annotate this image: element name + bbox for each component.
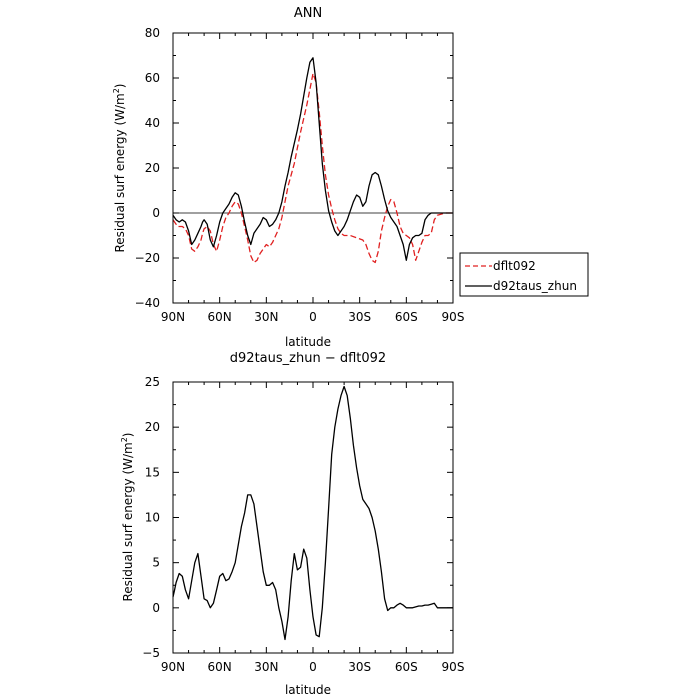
y-tick-label: 20	[145, 161, 160, 175]
x-tick-label: 90N	[161, 660, 185, 674]
x-tick-label: 60N	[208, 310, 232, 324]
x-tick-label: 30S	[348, 310, 371, 324]
panel-difference-y-axis-label: Residual surf energy (W/m2)	[120, 432, 135, 601]
y-tick-label: 0	[152, 601, 160, 615]
y-tick-label: 5	[152, 556, 160, 570]
legend-box	[459, 252, 589, 297]
d92taus-zhun-series-line	[172, 57, 453, 261]
x-tick-label: 0	[309, 310, 317, 324]
panel-annual-title: ANN	[294, 6, 322, 21]
legend: dflt092 d92taus_zhun	[459, 252, 589, 297]
x-tick-label: 90N	[161, 310, 185, 324]
y-tick-label: 15	[145, 465, 160, 479]
y-tick-label: 40	[145, 116, 160, 130]
y-tick-label: 80	[145, 26, 160, 40]
panel-annual: ANN 90N 60N 30N 0 30S 60S 90S −40 −20 0 20 40 60 80 l…	[112, 6, 589, 349]
legend-label-dflt092: dflt092	[493, 259, 536, 273]
y-tick-label: 20	[145, 420, 160, 434]
panel-annual-plot-frame	[172, 32, 454, 304]
panel-difference-plot-frame	[172, 381, 454, 654]
x-tick-label: 30N	[254, 310, 278, 324]
x-tick-label: 60N	[208, 660, 232, 674]
panel-difference-title: d92taus_zhun − dflt092	[230, 351, 386, 366]
x-tick-label: 30N	[254, 660, 278, 674]
panel-difference-x-axis-label: latitude	[285, 683, 331, 697]
y-tick-label: 60	[145, 71, 160, 85]
x-tick-label: 60S	[395, 310, 418, 324]
y-tick-label: 0	[152, 206, 160, 220]
x-tick-label: 0	[309, 660, 317, 674]
y-tick-label: 25	[145, 375, 160, 389]
x-tick-label: 90S	[442, 660, 465, 674]
y-tick-label: 10	[145, 511, 160, 525]
panel-difference: d92taus_zhun − dflt092 90N 60N 30N 0 30S 60S 9…	[120, 351, 464, 697]
x-tick-label: 60S	[395, 660, 418, 674]
panel-annual-y-axis-label: Residual surf energy (W/m2)	[112, 83, 127, 252]
x-tick-label: 90S	[442, 310, 465, 324]
y-tick-label: −20	[135, 251, 160, 265]
difference-series-line	[172, 385, 453, 641]
y-tick-label: −5	[142, 646, 160, 660]
legend-label-d92taus-zhun: d92taus_zhun	[493, 279, 577, 293]
panel-annual-x-axis-label: latitude	[285, 335, 331, 349]
dflt092-series-line	[172, 72, 453, 264]
y-tick-label: −40	[135, 296, 160, 310]
x-tick-label: 30S	[348, 660, 371, 674]
